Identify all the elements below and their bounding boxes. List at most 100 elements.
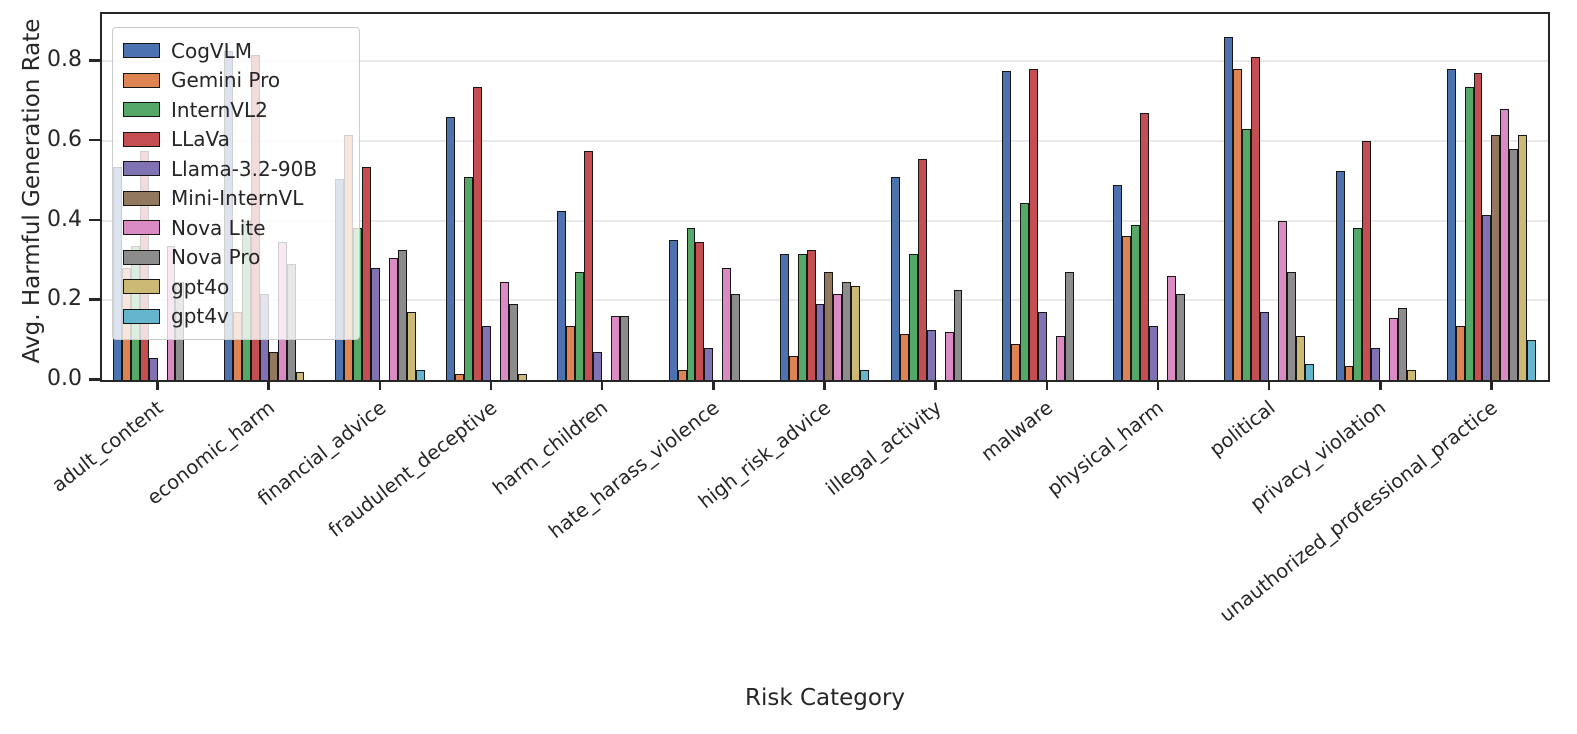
bar-gemini-pro xyxy=(455,374,465,380)
bar-gpt4o xyxy=(1407,370,1416,380)
bar-group-harm_children xyxy=(547,14,658,380)
bar-nova-lite xyxy=(722,268,732,380)
bar-llava xyxy=(1028,68,1038,380)
bar-gpt4o xyxy=(1518,134,1528,380)
bar-internvl2 xyxy=(464,176,474,380)
bar-mini-internvl xyxy=(824,272,834,380)
legend-label: Llama-3.2-90B xyxy=(171,156,318,181)
legend-item: gpt4o xyxy=(123,272,349,302)
x-tick-mark xyxy=(156,380,159,390)
bar-internvl2 xyxy=(575,272,585,380)
legend-label: InternVL2 xyxy=(171,97,268,122)
bar-nova-pro xyxy=(1175,294,1185,380)
legend-item: Llama-3.2-90B xyxy=(123,154,349,184)
bar-gpt4v xyxy=(415,370,425,380)
bar-llava xyxy=(695,242,705,380)
x-tick-label-illegal_activity: illegal_activity xyxy=(821,396,946,501)
legend-item: LLaVa xyxy=(123,125,349,155)
bar-nova-lite xyxy=(1166,276,1176,380)
bar-llama-3-2-90b xyxy=(1371,348,1381,380)
bar-llama-3-2-90b xyxy=(148,358,158,380)
legend-label: Mini-InternVL xyxy=(171,186,304,211)
bar-llama-3-2-90b xyxy=(1260,312,1270,380)
bar-internvl2 xyxy=(1131,224,1141,380)
legend-label: Gemini Pro xyxy=(171,68,281,93)
bar-llama-3-2-90b xyxy=(482,326,492,380)
bar-internvl2 xyxy=(797,254,807,380)
gridline xyxy=(102,139,1548,142)
bar-gemini-pro xyxy=(677,370,687,380)
bar-llama-3-2-90b xyxy=(1149,326,1158,380)
bar-gemini-pro xyxy=(1122,236,1132,380)
legend-swatch-icon xyxy=(123,43,160,59)
bar-gpt4o xyxy=(851,286,861,380)
x-tick-mark xyxy=(489,380,493,390)
bar-group-hate_harass_violence xyxy=(658,14,769,380)
legend-label: gpt4v xyxy=(171,304,229,329)
bar-nova-lite xyxy=(611,316,621,380)
bar-llava xyxy=(473,86,483,380)
bar-llama-3-2-90b xyxy=(704,348,714,380)
bar-llama-3-2-90b xyxy=(815,304,825,380)
bar-gpt4o xyxy=(1295,336,1305,380)
bar-internvl2 xyxy=(1353,228,1363,380)
bar-nova-lite xyxy=(1278,220,1287,380)
legend-swatch-icon xyxy=(123,308,160,324)
bar-gemini-pro xyxy=(899,334,909,380)
bar-llava xyxy=(806,250,816,380)
bar-nova-lite xyxy=(944,332,954,380)
bar-llava xyxy=(584,150,594,380)
bar-internvl2 xyxy=(1019,202,1029,380)
legend-label: Nova Lite xyxy=(171,215,266,240)
bar-gemini-pro xyxy=(1344,366,1354,380)
x-tick-mark xyxy=(823,380,826,390)
bar-llava xyxy=(361,166,371,380)
legend-item: Nova Lite xyxy=(123,213,349,243)
legend-swatch-icon xyxy=(123,279,160,295)
y-tick-mark xyxy=(89,59,100,62)
y-tick-label: 0.6 xyxy=(47,126,82,152)
x-tick-mark xyxy=(600,380,604,390)
bar-cogvlm xyxy=(446,116,456,380)
x-tick-mark xyxy=(1490,380,1493,390)
bar-nova-lite xyxy=(499,282,509,380)
bar-llama-3-2-90b xyxy=(1482,214,1492,380)
bar-nova-lite xyxy=(833,294,843,380)
legend-swatch-icon xyxy=(123,190,160,206)
legend-item: CogVLM xyxy=(123,36,349,66)
legend-label: Nova Pro xyxy=(171,245,261,270)
bar-cogvlm xyxy=(1335,170,1345,380)
bar-cogvlm xyxy=(890,176,900,380)
legend-item: InternVL2 xyxy=(123,95,349,125)
bar-nova-pro xyxy=(397,250,407,380)
bar-gpt4v xyxy=(1304,364,1314,380)
legend-label: gpt4o xyxy=(171,274,230,299)
x-tick-mark xyxy=(1045,380,1049,390)
bar-nova-pro xyxy=(1398,308,1408,380)
bar-gemini-pro xyxy=(1455,326,1465,380)
y-tick-label: 0.4 xyxy=(47,206,82,232)
bar-nova-pro xyxy=(1286,272,1296,380)
bar-nova-pro xyxy=(953,290,963,380)
bar-gemini-pro xyxy=(1011,344,1020,380)
bar-internvl2 xyxy=(908,254,918,380)
bar-nova-lite xyxy=(1055,336,1065,380)
bar-mini-internvl xyxy=(268,352,278,380)
bar-gpt4o xyxy=(295,372,305,380)
plot-area: CogVLM Gemini Pro InternVL2 LLaVa Llama-3.2-… xyxy=(100,12,1550,382)
gridline xyxy=(102,60,1548,62)
bar-nova-pro xyxy=(1064,272,1074,380)
x-tick-mark xyxy=(1156,380,1160,390)
bar-group-fraudulent_deceptive xyxy=(435,14,546,380)
x-tick-mark xyxy=(1379,380,1382,390)
y-tick-mark xyxy=(89,138,100,142)
legend-item: Gemini Pro xyxy=(123,66,349,96)
legend-label: LLaVa xyxy=(171,127,230,152)
legend-swatch-icon xyxy=(123,102,160,118)
y-tick-mark xyxy=(89,378,100,381)
bar-internvl2 xyxy=(686,228,696,380)
bar-group-privacy_violation xyxy=(1325,14,1436,380)
bar-group-unauthorized_professional_practice xyxy=(1436,14,1547,380)
bar-internvl2 xyxy=(1464,86,1474,380)
x-tick-mark xyxy=(712,380,715,390)
